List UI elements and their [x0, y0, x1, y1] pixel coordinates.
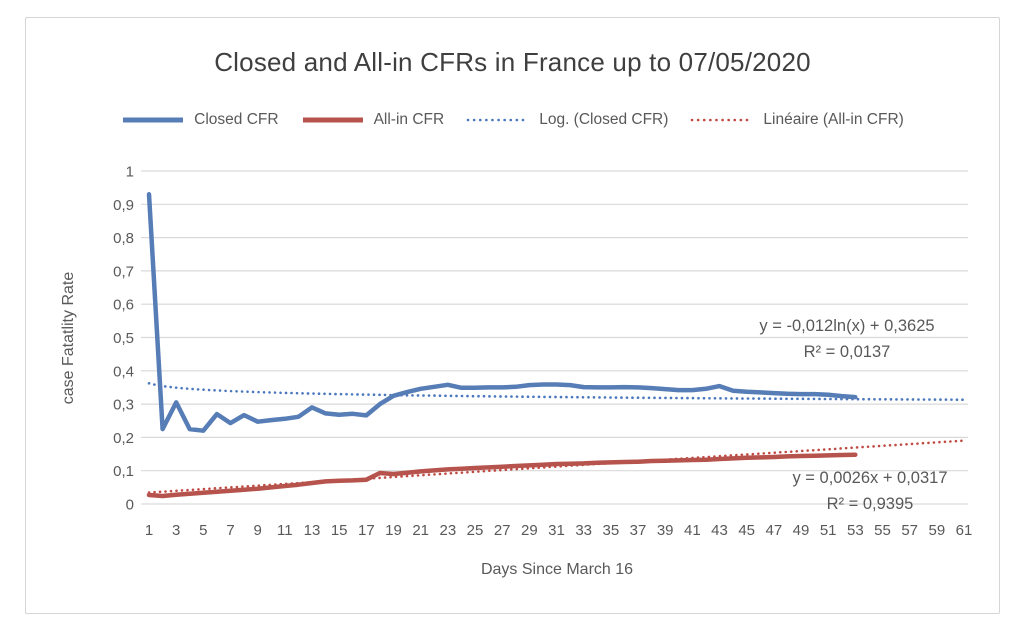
x-tick-label: 57 — [901, 522, 918, 539]
x-tick-label: 27 — [494, 522, 511, 539]
legend-item-lin-aire-all-in-cfr-: Linéaire (All-in CFR) — [690, 111, 904, 129]
x-tick-label: 43 — [711, 522, 728, 539]
legend-dotted-sample — [466, 118, 530, 122]
chart-title: Closed and All-in CFRs in France up to 0… — [214, 47, 811, 77]
legend-label: Log. (Closed CFR) — [539, 111, 669, 128]
y-tick-label: 0,8 — [113, 230, 134, 247]
series-line-all-in-cfr — [146, 452, 858, 499]
y-tick-label: 0 — [126, 497, 134, 514]
legend-item-all-in-cfr: All-in CFR — [301, 111, 445, 129]
trendline-linear — [147, 439, 966, 494]
series-line-closed-cfr — [146, 192, 858, 433]
linear-r-squared-text: R² = 0,9395 — [826, 495, 914, 513]
x-tick-label: 15 — [331, 522, 348, 539]
y-tick-label: 1 — [126, 164, 134, 181]
y-tick-label: 0,2 — [113, 430, 134, 447]
log-equation-text: y = -0,012ln(x) + 0,3625 — [759, 317, 935, 335]
x-tick-label: 35 — [602, 522, 619, 539]
y-axis-title: case Fatatlity Rate — [60, 272, 77, 405]
series-lines — [146, 192, 858, 499]
legend-label: Closed CFR — [194, 111, 279, 128]
x-tick-label: 55 — [874, 522, 891, 539]
linear-trendline-annotation: y = 0,0026x + 0,0317 R² = 0,9395 — [705, 465, 1024, 517]
x-tick-label: 7 — [226, 522, 234, 539]
y-tick-label: 0,5 — [113, 330, 134, 347]
trendlines — [147, 381, 966, 494]
x-tick-label: 33 — [575, 522, 592, 539]
legend-item-closed-cfr: Closed CFR — [121, 111, 279, 129]
x-tick-label: 11 — [277, 522, 293, 539]
x-tick-label: 53 — [847, 522, 864, 539]
y-tick-label: 0,3 — [113, 397, 134, 414]
x-tick-label: 41 — [684, 522, 701, 539]
x-tick-label: 29 — [521, 522, 538, 539]
y-tick-label: 0,1 — [113, 463, 134, 480]
x-tick-label: 9 — [253, 522, 261, 539]
x-tick-label: 37 — [630, 522, 647, 539]
x-tick-label: 17 — [358, 522, 375, 539]
x-tick-label: 61 — [956, 522, 973, 539]
y-tick-label: 0,9 — [113, 197, 134, 214]
chart-frame: Closed and All-in CFRs in France up to 0… — [25, 17, 1000, 614]
x-tick-label: 19 — [385, 522, 402, 539]
legend-item-log-closed-cfr-: Log. (Closed CFR) — [466, 111, 668, 129]
legend-label: Linéaire (All-in CFR) — [763, 111, 904, 128]
gridlines — [141, 170, 968, 505]
legend-line-sample — [302, 117, 363, 123]
x-tick-label: 47 — [765, 522, 782, 539]
x-tick-label: 51 — [820, 522, 837, 539]
x-tick-label: 31 — [548, 522, 565, 539]
y-axis-tick-labels: 1 0,9 0,8 0,7 0,6 0,5 0,4 0,3 0,2 0,1 0 — [113, 164, 134, 514]
x-tick-label: 3 — [172, 522, 180, 539]
log-r-squared-text: R² = 0,0137 — [803, 343, 891, 361]
legend-line-sample — [123, 117, 184, 123]
x-tick-label: 23 — [439, 522, 456, 539]
legend-dotted-sample — [691, 118, 754, 122]
x-tick-label: 59 — [928, 522, 945, 539]
y-tick-label: 0,6 — [113, 297, 134, 314]
x-tick-label: 5 — [199, 522, 207, 539]
x-tick-label: 49 — [793, 522, 810, 539]
legend-label: All-in CFR — [373, 111, 445, 128]
plot-area: 10,90,80,70,60,50,40,30,20,10 1 3 5 7 9 11 13 1… — [60, 164, 973, 579]
y-tick-label: 0,7 — [113, 263, 134, 280]
x-tick-label: 21 — [412, 522, 429, 539]
trendline-log — [147, 381, 966, 402]
x-axis-tick-labels: 1 3 5 7 9 11 13 15 17 19 21 23 25 27 29 31 33 35 37 39 41 43 4… — [145, 522, 973, 539]
x-tick-label: 25 — [467, 522, 484, 539]
x-axis-title: Days Since March 16 — [481, 561, 633, 578]
x-tick-label: 13 — [304, 522, 321, 539]
x-tick-label: 45 — [738, 522, 755, 539]
legend: Closed CFR All-in CFR Log. (Closed CFR) Lin… — [26, 109, 999, 131]
log-trendline-annotation: y = -0,012ln(x) + 0,3625 R² = 0,0137 — [682, 313, 1012, 365]
y-tick-label: 0,4 — [113, 363, 134, 380]
x-tick-label: 39 — [657, 522, 674, 539]
x-tick-label: 1 — [145, 522, 153, 539]
linear-equation-text: y = 0,0026x + 0,0317 — [792, 469, 948, 487]
